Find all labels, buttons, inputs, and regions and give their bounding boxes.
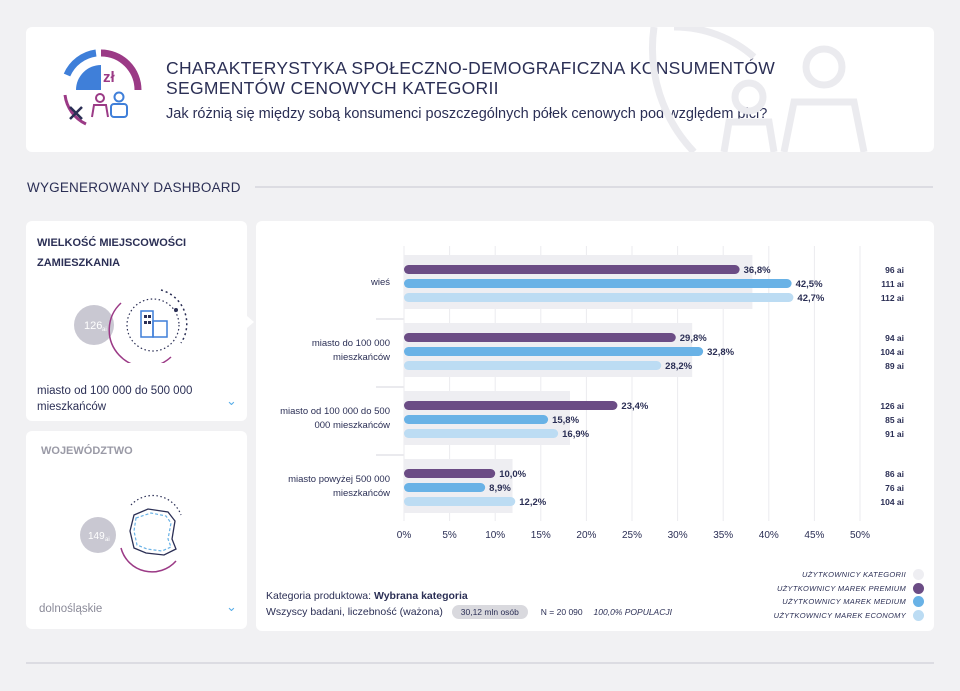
x-tick-label: 0% [397,530,412,541]
bar-premium [404,401,618,410]
category-value: Wybrana kategoria [374,590,468,602]
bar-premium [404,469,496,478]
svg-text:149: 149 [88,531,105,542]
data-label: 32,8% [707,347,734,358]
data-label: 29,8% [680,333,707,344]
affinity-index: 111 ai [881,279,904,289]
category-info: Kategoria produktowa: Wybrana kategoria [266,590,468,602]
x-tick-label: 40% [759,530,779,541]
legend-item-economy: UŻYTKOWNICY MAREK ECONOMY [704,609,924,623]
bar-economy [404,497,516,506]
legend-item-category: UŻYTKOWNICY KATEGORII [704,568,924,582]
affinity-index: 94 ai [885,333,904,343]
chevron-down-icon[interactable]: ⌄ [226,599,237,614]
chart-card: 0% 5% 10% 15% 20% 25% 30% 35% 40% 45% 50% 36,8% 96 a… [256,221,934,631]
affinity-index: 86 ai [885,469,904,479]
svg-text:126: 126 [84,320,102,332]
category-label: miasto powyżej 500 000 [288,474,390,485]
x-tick-label: 20% [576,530,596,541]
category-label: miasto do 100 000 [312,338,390,349]
affinity-index: 104 ai [880,497,904,507]
legend-swatch [913,582,924,594]
svg-text:ai: ai [105,537,110,543]
bar-economy [404,293,794,302]
legend-swatch [913,609,924,621]
x-tick-label: 15% [531,530,551,541]
data-label: 42,5% [796,279,823,290]
affinity-index: 104 ai [880,347,904,357]
data-label: 12,2% [519,497,546,508]
data-label: 28,2% [665,361,692,372]
affinity-index: 85 ai [885,415,904,425]
legend-item-premium: UŻYTKOWNICY MAREK PREMIUM [704,582,924,596]
affinity-index: 89 ai [885,361,904,371]
decorative-people-icon [648,27,868,152]
filter-card-voivodeship[interactable]: WOJEWÓDZTWO 149 ai dolnośląskie ⌄ [26,431,247,629]
bar-premium [404,265,740,274]
base-label: Wszyscy badani, liczebność (ważona) [266,606,443,618]
x-tick-label: 10% [485,530,505,541]
category-label: Kategoria produktowa: [266,590,372,602]
filter-title: WIELKOŚĆ MIEJSCOWOŚCI ZAMIESZKANIA [37,237,187,269]
data-label: 16,9% [562,429,589,440]
legend-item-medium: UŻYTKOWNICY MAREK MEDIUM [704,595,924,609]
affinity-index: 91 ai [885,429,904,439]
bar-medium [404,483,486,492]
data-label: 42,7% [797,293,824,304]
x-tick-label: 25% [622,530,642,541]
bar-economy [404,361,662,370]
category-label: mieszkańców [333,352,390,363]
filter-selected-value: dolnośląskie [39,603,103,615]
x-tick-label: 5% [442,530,457,541]
category-label: miasto od 100 000 do 500 [280,406,390,417]
population-pill: 30,12 mln osób [451,605,528,619]
page-subtitle: Jak różnią się między sobą konsumenci po… [166,106,768,122]
x-tick-label: 50% [850,530,870,541]
data-label: 10,0% [499,469,526,480]
x-tick-label: 30% [668,530,688,541]
city-buildings-icon: 126 ai [74,289,188,363]
active-filter-pointer [247,316,254,328]
data-label: 23,4% [621,401,648,412]
base-info: Wszyscy badani, liczebność (ważona) 30,1… [266,605,672,619]
chevron-down-icon[interactable]: ⌄ [226,393,237,408]
category-label: 000 mieszkańców [314,420,390,431]
bar-medium [404,347,704,356]
sample-count: N = 20 090 [540,607,583,617]
affinity-index: 76 ai [885,483,904,493]
data-label: 36,8% [744,265,771,276]
price-segment-logo-icon: zł [63,49,142,126]
bar-premium [404,333,676,342]
x-tick-label: 35% [713,530,733,541]
poland-map-icon: 149 ai [80,494,182,573]
chart-legend: UŻYTKOWNICY KATEGORII UŻYTKOWNICY MAREK … [704,568,924,622]
data-label: 15,8% [552,415,579,426]
page-title: CHARAKTERYSTYKA SPOŁECZNO-DEMOGRAFICZNA … [166,58,776,98]
x-tick-label: 45% [804,530,824,541]
bar-chart: 0% 5% 10% 15% 20% 25% 30% 35% 40% 45% 50% 36,8% 96 a… [280,246,904,541]
filter-card-city-size[interactable]: WIELKOŚĆ MIEJSCOWOŚCI ZAMIESZKANIA 126 a… [26,221,247,421]
section-label: WYGENEROWANY DASHBOARD [27,180,241,195]
category-label: mieszkańców [333,488,390,499]
filter-selected-value: miasto od 100 000 do 500 000 mieszkańców [37,385,193,413]
filter-title: WOJEWÓDZTWO [41,445,133,457]
legend-swatch [913,569,924,580]
category-label: wieś [370,277,390,288]
bar-medium [404,279,792,288]
affinity-index: 126 ai [880,401,904,411]
bar-medium [404,415,549,424]
section-divider [255,186,933,188]
bottom-divider [26,662,934,664]
population-percent: 100,0% POPULACJI [593,607,672,617]
svg-text:ai: ai [102,327,107,333]
affinity-index: 112 ai [881,293,904,303]
bar-economy [404,429,559,438]
header-card: zł CHARAKTERYSTYKA SPOŁECZNO-DEMOGRAFICZ… [26,27,934,152]
affinity-index: 96 ai [885,265,904,275]
data-label: 8,9% [489,483,511,494]
svg-text:zł: zł [103,69,116,86]
legend-swatch [913,596,924,607]
